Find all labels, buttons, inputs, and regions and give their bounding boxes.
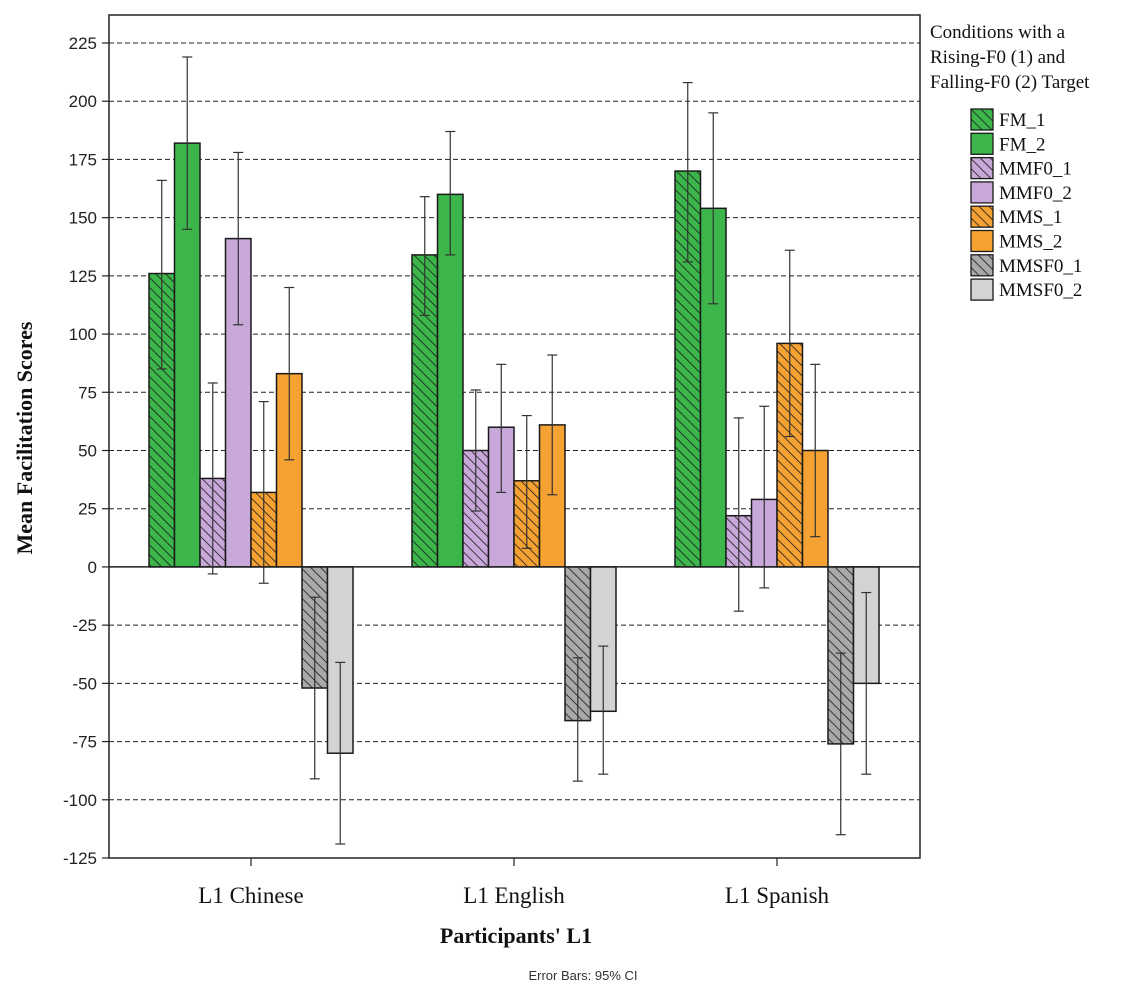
- legend-swatch: [970, 205, 994, 228]
- y-tick-label: -25: [72, 616, 97, 635]
- legend-label: MMSF0_2: [999, 280, 1082, 301]
- legend-swatch: [970, 278, 994, 301]
- legend-swatch: [970, 108, 994, 131]
- y-axis-ticks: 225 200 175 150 125 100 75 50 25 0 -25 -50 -75 -100 -1…: [63, 34, 109, 868]
- legend-swatch: [970, 229, 994, 253]
- footnote-error-bars: Error Bars: 95% CI: [528, 968, 637, 983]
- legend-title-line-2: Rising-F0 (1) and: [930, 47, 1066, 68]
- y-tick-label: -50: [72, 674, 97, 693]
- y-tick-label: 75: [78, 383, 97, 402]
- y-tick-label: 0: [88, 558, 97, 577]
- y-tick-label: 200: [69, 92, 97, 111]
- bars: [148, 142, 880, 754]
- legend-label: MMF0_1: [999, 159, 1072, 180]
- legend-label: MMSF0_1: [999, 256, 1082, 277]
- legend-swatch: [970, 132, 994, 155]
- error-bars: [156, 56, 872, 845]
- x-category-label: L1 Spanish: [725, 883, 830, 908]
- legend-title-line-1: Conditions with a: [930, 22, 1066, 43]
- legend: Conditions with a Rising-F0 (1) and Fall…: [930, 22, 1090, 301]
- y-tick-label: -125: [63, 849, 97, 868]
- x-category-label: L1 English: [463, 883, 565, 908]
- legend-label: MMS_2: [999, 232, 1062, 253]
- y-axis-title: Mean Facilitation Scores: [12, 321, 37, 554]
- y-tick-label: 25: [78, 500, 97, 519]
- legend-label: FM_2: [999, 134, 1045, 155]
- legend-label: MMF0_2: [999, 183, 1072, 204]
- x-category-label: L1 Chinese: [198, 883, 303, 908]
- y-tick-label: -75: [72, 733, 97, 752]
- y-tick-label: -100: [63, 791, 97, 810]
- x-axis-categories: L1 Chinese L1 English L1 Spanish: [198, 858, 830, 908]
- legend-swatch: [970, 254, 994, 277]
- y-tick-label: 100: [69, 325, 97, 344]
- y-tick-label: 125: [69, 267, 97, 286]
- bar-fm-2: [436, 193, 464, 568]
- x-axis-title: Participants' L1: [440, 923, 592, 948]
- legend-swatch: [970, 156, 994, 180]
- legend-title-line-3: Falling-F0 (2) Target: [930, 72, 1090, 93]
- y-tick-label: 175: [69, 150, 97, 169]
- legend-swatch: [970, 181, 994, 204]
- legend-label: FM_1: [999, 110, 1045, 131]
- legend-label: MMS_1: [999, 207, 1062, 228]
- y-tick-label: 50: [78, 442, 97, 461]
- y-tick-label: 150: [69, 209, 97, 228]
- y-tick-label: 225: [69, 34, 97, 53]
